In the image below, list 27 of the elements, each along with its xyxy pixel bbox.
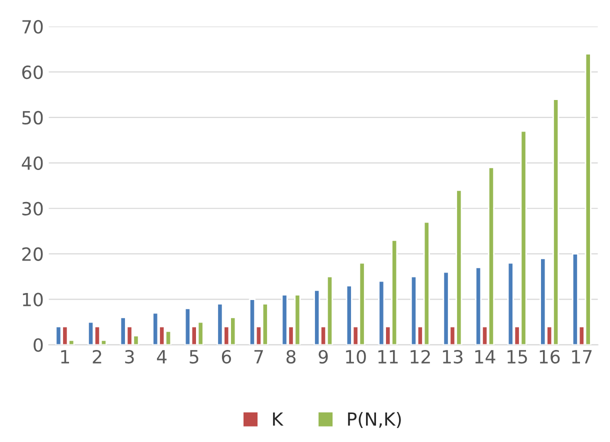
legend-label: P(N,K)	[348, 412, 401, 428]
x-tick-label: 9	[318, 350, 328, 364]
y-tick-label: 50	[22, 110, 43, 125]
y-tick-label: 10	[22, 292, 43, 306]
x-tick-label: 11	[378, 350, 398, 364]
x-tick-label: 4	[156, 350, 167, 364]
x-tick-label: 16	[540, 350, 560, 364]
x-tick-label: 8	[286, 350, 296, 364]
x-tick-label: 14	[475, 350, 496, 364]
y-tick-label: 60	[22, 65, 43, 80]
x-tick-label: 5	[190, 350, 198, 364]
y-tick-label: 40	[22, 156, 43, 170]
legend-label: K	[273, 412, 284, 426]
y-tick-label: 0	[34, 338, 43, 352]
y-tick-label: 20	[22, 247, 43, 261]
x-tick-label: 3	[125, 350, 134, 364]
x-tick-label: 15	[508, 350, 527, 364]
x-tick-label: 7	[254, 350, 263, 364]
x-tick-label: 10	[346, 350, 366, 364]
y-tick-label: 70	[22, 20, 43, 34]
x-tick-label: 2	[92, 350, 102, 364]
x-tick-label: 13	[442, 350, 463, 364]
x-tick-label: 1	[61, 350, 70, 364]
y-tick-label: 30	[22, 202, 43, 216]
x-tick-label: 6	[222, 350, 232, 364]
x-tick-label: 17	[572, 350, 592, 364]
x-tick-label: 12	[410, 350, 430, 364]
